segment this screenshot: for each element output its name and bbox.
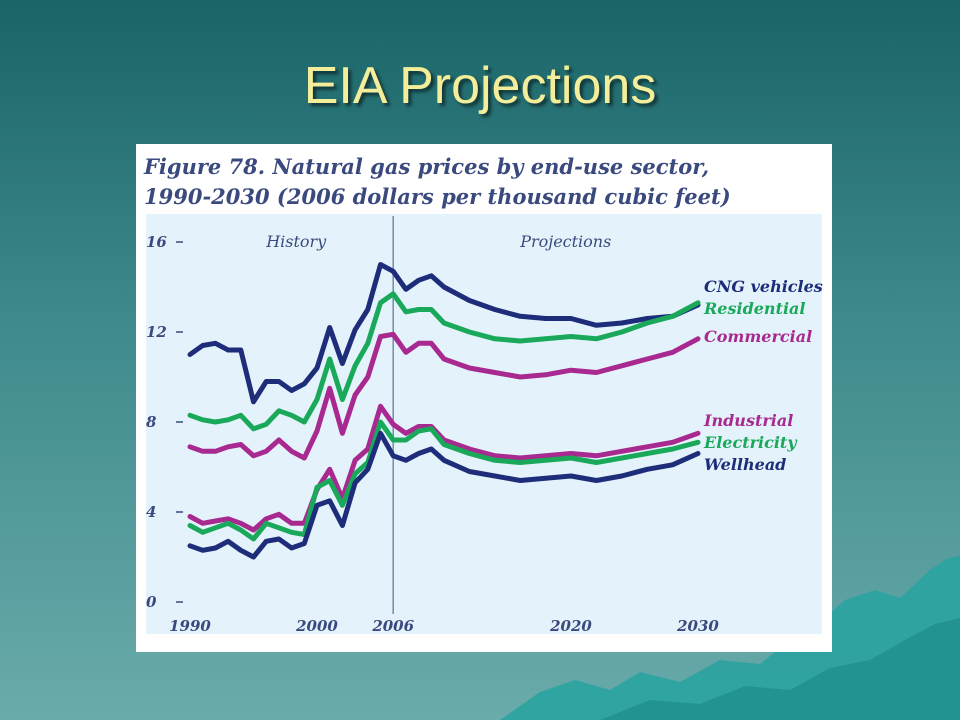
series-line-electricity (187, 419, 701, 542)
y-tick-label: 4 (146, 503, 156, 521)
series-label-cng-vehicles: CNG vehicles (704, 277, 823, 296)
projections-label: Projections (519, 232, 611, 251)
plot-area (146, 214, 822, 634)
series-label-commercial: Commercial (704, 327, 812, 346)
x-tick-label: 2020 (549, 617, 592, 635)
series-label-wellhead: Wellhead (704, 455, 786, 474)
y-tick-label: 16 (146, 233, 167, 251)
series-label-industrial: Industrial (703, 411, 793, 430)
natural-gas-price-chart: Figure 78. Natural gas prices by end-use… (143, 154, 823, 635)
figure-title-line2: 1990-2030 (2006 dollars per thousand cub… (144, 184, 731, 209)
series-line-industrial (187, 403, 701, 533)
y-tick-label: 8 (146, 413, 157, 431)
figure-title-line1: Figure 78. Natural gas prices by end-use… (143, 154, 709, 179)
series-line-cng-vehicles (187, 262, 701, 405)
chart-card: Figure 78. Natural gas prices by end-use… (136, 144, 832, 652)
x-tick-label: 1990 (169, 617, 211, 635)
series-label-electricity: Electricity (703, 433, 798, 452)
x-tick-label: 2000 (295, 617, 338, 635)
history-label: History (265, 232, 327, 251)
series-line-wellhead (187, 430, 701, 560)
series-line-residential (187, 291, 701, 432)
x-tick-label: 2006 (371, 617, 414, 635)
y-tick-label: 0 (146, 593, 157, 611)
slide-title: EIA Projections (303, 57, 657, 115)
y-tick-label: 12 (146, 323, 167, 341)
series-line-commercial (187, 331, 701, 461)
x-tick-label: 2030 (676, 617, 719, 635)
series-label-residential: Residential (703, 299, 805, 318)
